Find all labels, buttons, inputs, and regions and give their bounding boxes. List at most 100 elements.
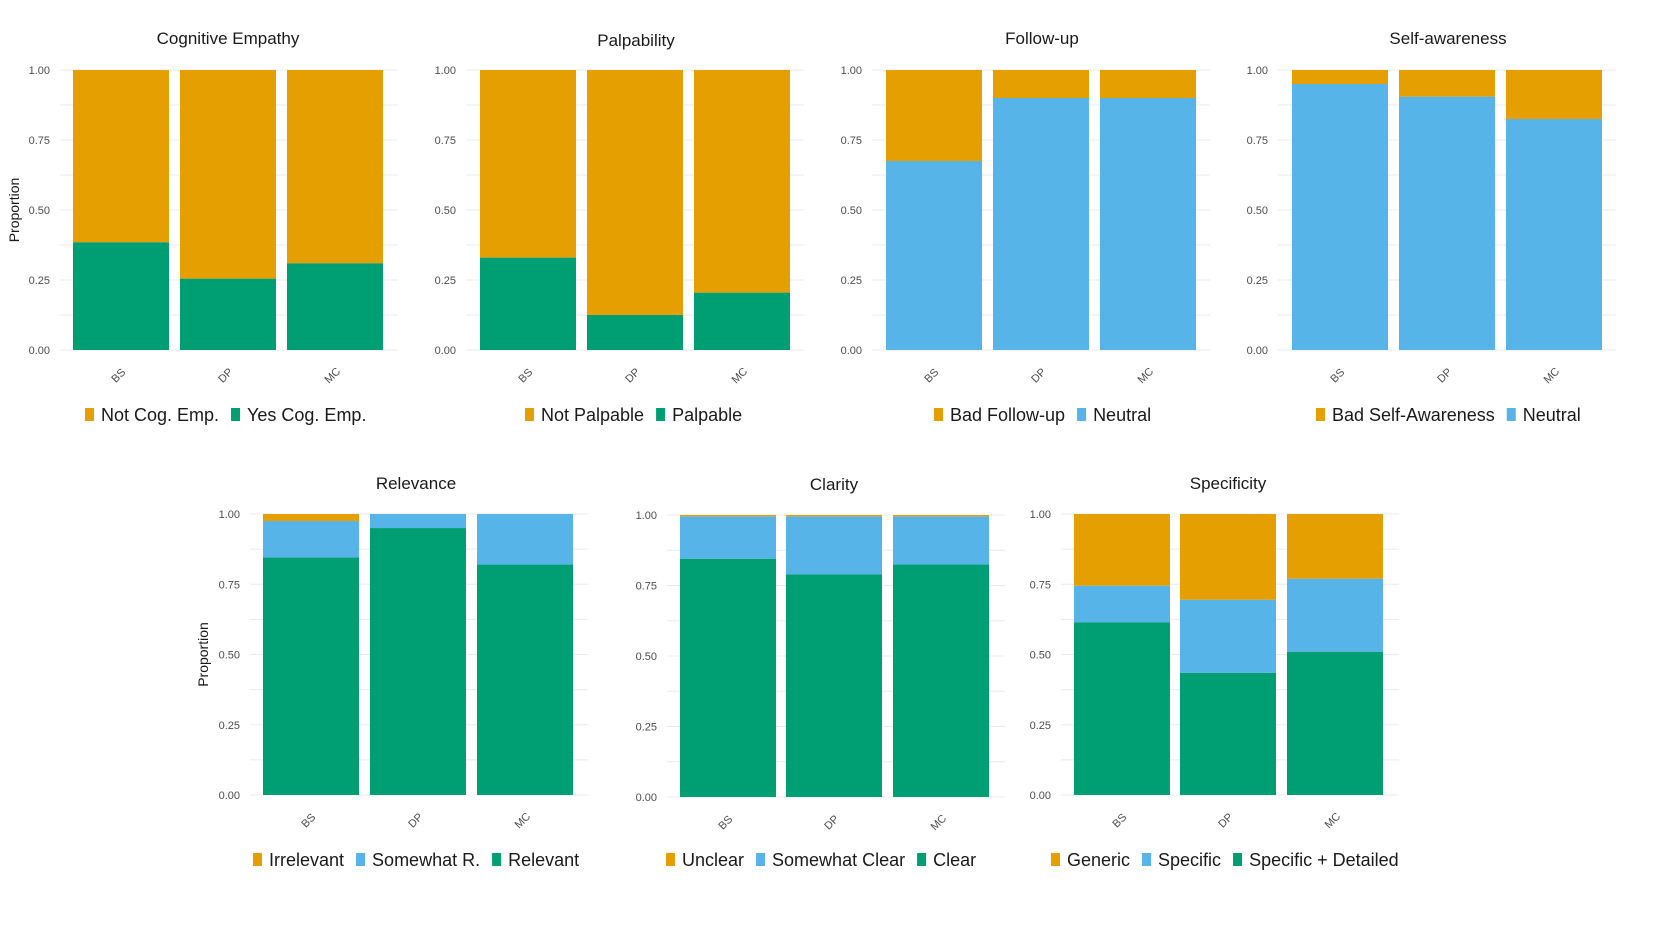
- x-tick-label: MC: [513, 811, 534, 832]
- legend-label-neutral: Neutral: [1523, 405, 1581, 425]
- panel-relevance: 0.00 0.25 0.50 0.75 1.00 Proportion Relevance B…: [195, 474, 588, 870]
- bar-dp-neutral: [993, 98, 1089, 350]
- y-tick-label: 0.50: [1247, 205, 1268, 217]
- panel-title: Relevance: [376, 474, 456, 493]
- legend-label-unclear: Unclear: [682, 850, 744, 870]
- y-tick-label: 0.75: [29, 135, 50, 147]
- panel-title: Self-awareness: [1389, 29, 1506, 48]
- x-tick-label: BS: [922, 366, 941, 385]
- bar-bs-palpable: [480, 257, 576, 350]
- x-tick-label: MC: [323, 366, 344, 387]
- x-tick-label: DP: [1435, 366, 1454, 385]
- y-tick-label: 0.25: [435, 275, 456, 287]
- bar-bs-bad-self-awareness: [1292, 70, 1388, 84]
- bar-mc-somewhat-clear: [893, 516, 989, 565]
- legend: Bad Self-Awareness Neutral: [1316, 405, 1581, 425]
- legend-label-not-palpable: Not Palpable: [541, 405, 644, 425]
- legend-label-specific-detailed: Specific + Detailed: [1249, 850, 1399, 870]
- y-tick-label: 0.25: [1247, 275, 1268, 287]
- bar-bs-neutral: [1292, 84, 1388, 350]
- legend: Bad Follow-up Neutral: [934, 405, 1151, 425]
- legend-swatch-bad-self-awareness: [1316, 408, 1325, 421]
- bar-bs-not-cog-emp: [73, 70, 169, 243]
- y-tick-label: 0.75: [841, 135, 862, 147]
- legend-label-relevant: Relevant: [508, 850, 579, 870]
- legend-swatch-relevant: [492, 853, 502, 866]
- x-tick-label: DP: [216, 366, 235, 385]
- x-tick-label: MC: [730, 366, 751, 387]
- bar-dp-generic: [1180, 514, 1276, 600]
- panel-title: Cognitive Empathy: [157, 29, 300, 48]
- legend-swatch-irrelevant: [253, 853, 262, 866]
- legend: Unclear Somewhat Clear Clear: [666, 850, 976, 870]
- legend-label-palpable: Palpable: [672, 405, 742, 425]
- legend-label-neutral: Neutral: [1093, 405, 1151, 425]
- bar-dp-somewhat-clear: [786, 516, 882, 575]
- bar-dp-relevant: [370, 528, 466, 795]
- x-tick-label: MC: [929, 813, 950, 834]
- y-tick-label: 1.00: [29, 65, 50, 77]
- legend-swatch-bad-follow-up: [934, 408, 943, 421]
- bar-dp-specific-detailed: [1180, 672, 1276, 795]
- legend-swatch-unclear: [666, 853, 675, 866]
- y-tick-label: 0.25: [636, 722, 657, 734]
- bar-mc-specific-detailed: [1287, 651, 1383, 795]
- x-tick-label: BS: [716, 813, 735, 832]
- x-tick-label: DP: [822, 813, 841, 832]
- x-tick-label: BS: [1110, 811, 1129, 830]
- bar-dp-somewhat-r: [370, 514, 466, 529]
- bar-bs-clear: [680, 558, 776, 797]
- legend-swatch-generic: [1051, 853, 1060, 866]
- bar-dp-neutral: [1399, 96, 1495, 350]
- bar-dp-specific: [1180, 599, 1276, 673]
- bar-bs-unclear: [680, 515, 776, 517]
- y-tick-label: 1.00: [1030, 509, 1051, 521]
- y-tick-label: 0.00: [841, 345, 862, 357]
- panel-palpability: 0.00 0.25 0.50 0.75 1.00 Palpability BS DP MC Not…: [435, 31, 804, 425]
- legend-swatch-palpable: [656, 408, 666, 421]
- bar-mc-bad-self-awareness: [1506, 70, 1602, 119]
- bar-mc-not-cog-emp: [287, 70, 383, 264]
- y-tick-label: 0.00: [1247, 345, 1268, 357]
- y-tick-label: 0.00: [636, 792, 657, 804]
- bar-mc-specific: [1287, 578, 1383, 652]
- x-tick-label: MC: [1136, 366, 1157, 387]
- x-tick-label: BS: [516, 366, 535, 385]
- bar-bs-somewhat-r: [263, 521, 359, 558]
- legend-label-bad-follow-up: Bad Follow-up: [950, 405, 1065, 425]
- y-tick-label: 0.00: [435, 345, 456, 357]
- bar-bs-somewhat-clear: [680, 516, 776, 559]
- bar-mc-yes-cog-emp: [287, 263, 383, 350]
- x-tick-label: BS: [109, 366, 128, 385]
- legend-label-somewhat-clear: Somewhat Clear: [772, 850, 905, 870]
- y-axis-label: Proportion: [195, 622, 211, 687]
- x-tick-label: DP: [406, 811, 425, 830]
- bar-bs-specific: [1074, 585, 1170, 623]
- y-tick-label: 0.50: [219, 650, 240, 662]
- y-tick-label: 0.25: [29, 275, 50, 287]
- legend-swatch-specific-detailed: [1233, 853, 1243, 866]
- panel-clarity: 0.00 0.25 0.50 0.75 1.00 Clarity BS DP MC Unclear…: [636, 475, 1005, 870]
- x-tick-label: DP: [1216, 811, 1235, 830]
- legend-label-somewhat-r: Somewhat R.: [372, 850, 480, 870]
- legend-label-irrelevant: Irrelevant: [269, 850, 344, 870]
- y-tick-label: 1.00: [841, 65, 862, 77]
- panel-title: Palpability: [597, 31, 675, 50]
- legend-label-not-cog-emp: Not Cog. Emp.: [101, 405, 219, 425]
- bar-bs-irrelevant: [263, 514, 359, 522]
- y-tick-label: 1.00: [636, 510, 657, 522]
- legend: Irrelevant Somewhat R. Relevant: [253, 850, 579, 870]
- y-tick-label: 0.75: [219, 579, 240, 591]
- y-tick-label: 0.25: [219, 720, 240, 732]
- bar-bs-generic: [1074, 514, 1170, 586]
- legend-swatch-not-palpable: [525, 408, 534, 421]
- bar-dp-palpable: [587, 315, 683, 350]
- bar-mc-relevant: [477, 564, 573, 795]
- x-tick-label: BS: [1328, 366, 1347, 385]
- y-tick-label: 0.50: [636, 651, 657, 663]
- bar-bs-not-palpable: [480, 70, 576, 258]
- legend-label-generic: Generic: [1067, 850, 1130, 870]
- bar-bs-bad-follow-up: [886, 70, 982, 161]
- legend-swatch-neutral: [1506, 408, 1516, 421]
- y-tick-label: 0.00: [1030, 790, 1051, 802]
